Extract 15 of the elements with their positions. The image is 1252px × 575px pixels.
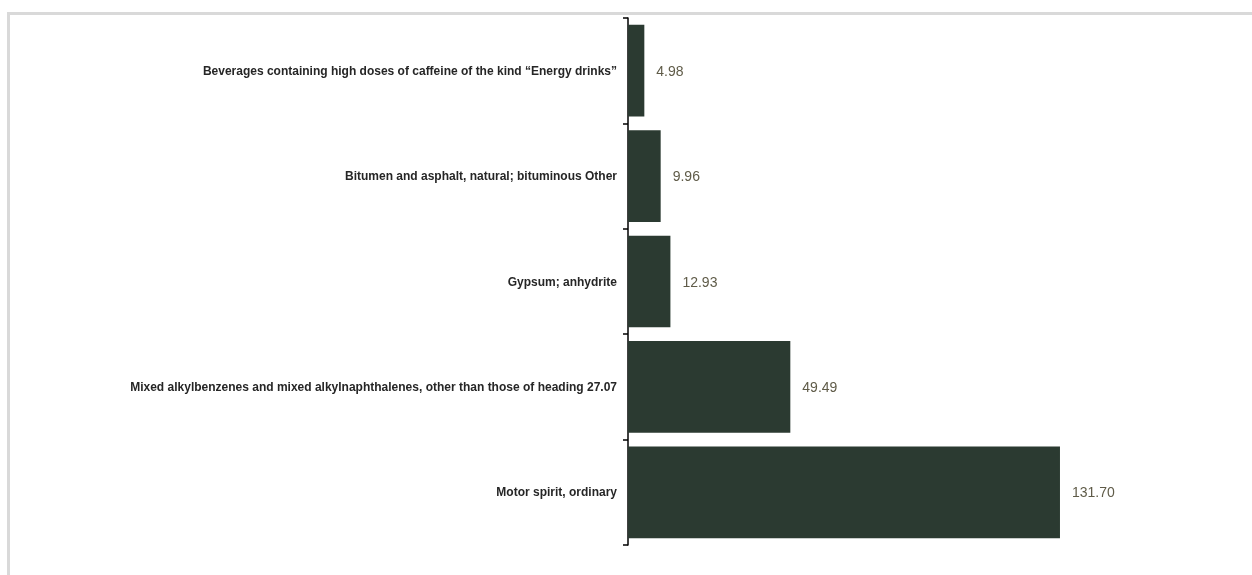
bar [628,24,645,117]
data-label: 131.70 [1071,484,1116,501]
data-label: 12.93 [682,273,718,290]
y-tick-label: Bitumen and asphalt, natural; bituminous Other [344,169,618,184]
data-label: 4.98 [656,62,684,79]
y-tick-label: Motor spirit, ordinary [496,485,618,500]
y-tick-label: Mixed alkylbenzenes and mixed alkylnaphthalenes, other than those of heading 27.07 [130,379,618,394]
y-tick-label: Gypsum; anhydrite [507,274,618,289]
bar [628,235,671,328]
bar [628,130,661,222]
bar [628,446,1060,539]
data-label: 9.96 [672,168,701,185]
data-label: 49.49 [802,378,838,395]
y-tick-label: Beverages containing high doses of caffeine of the kind “Energy drinks” [202,63,617,78]
bar [628,341,791,433]
